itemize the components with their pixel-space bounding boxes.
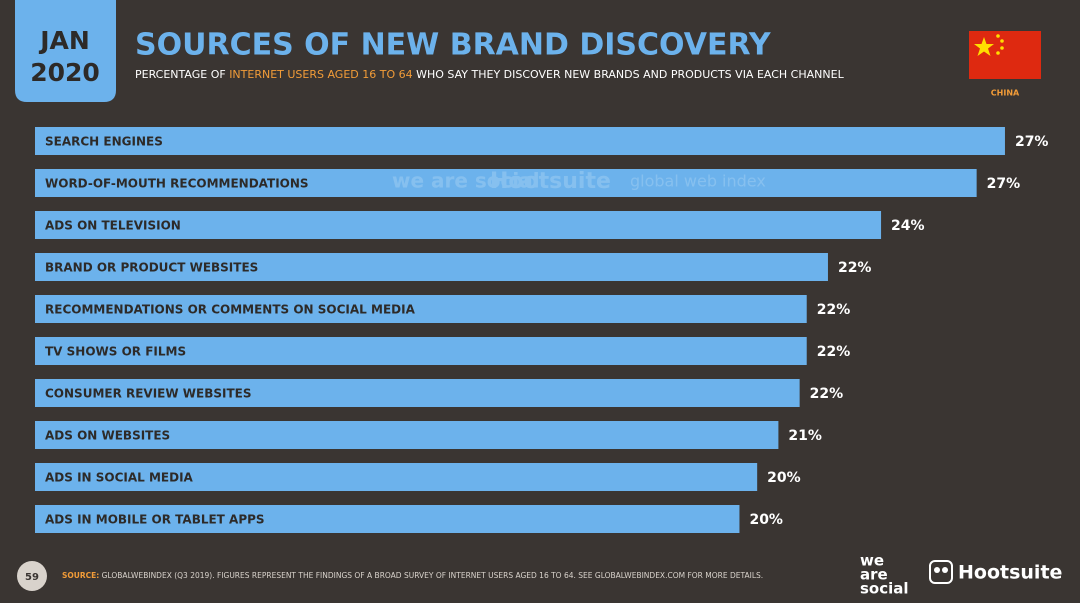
logo-icon xyxy=(929,560,953,584)
category-label: ADS ON WEBSITES xyxy=(45,429,170,443)
value-label: 21% xyxy=(788,428,822,444)
bars: SEARCH ENGINES 27% WORD-OF-MOUTH RECOMMEND… xyxy=(35,127,1048,533)
flag-star xyxy=(996,51,1000,55)
logo-icon xyxy=(934,567,940,573)
category-label: TV SHOWS OR FILMS xyxy=(45,345,186,359)
value-label: 27% xyxy=(987,176,1021,192)
chart-title: SOURCES OF NEW BRAND DISCOVERY xyxy=(135,28,772,63)
bar xyxy=(35,379,800,407)
page-number: 59 xyxy=(25,572,39,583)
flag-star xyxy=(996,34,1000,38)
category-label: ADS IN SOCIAL MEDIA xyxy=(45,471,194,485)
subtitle-text: PERCENTAGE OF xyxy=(135,68,229,81)
badge-month: JAN xyxy=(38,26,90,55)
bar xyxy=(35,421,779,449)
source-text: GLOBALWEBINDEX (Q3 2019). FIGURES REPRES… xyxy=(99,571,763,580)
bar xyxy=(35,169,977,197)
subtitle-highlight: INTERNET USERS AGED 16 TO 64 xyxy=(229,68,412,81)
logo-text: we xyxy=(860,552,884,570)
flag-field xyxy=(969,31,1041,79)
logo-hootsuite: Hootsuite xyxy=(929,560,1062,584)
bar xyxy=(35,337,807,365)
bar xyxy=(35,505,740,533)
bar xyxy=(35,295,807,323)
chart-subtitle: PERCENTAGE OF INTERNET USERS AGED 16 TO … xyxy=(135,68,845,81)
logo-icon xyxy=(942,567,948,573)
value-label: 22% xyxy=(810,386,844,402)
bar xyxy=(35,463,758,491)
flag xyxy=(969,31,1041,79)
flag-star xyxy=(974,37,994,56)
value-label: 22% xyxy=(817,344,851,360)
flag-star xyxy=(1000,46,1004,50)
category-label: BRAND OR PRODUCT WEBSITES xyxy=(45,261,258,275)
category-label: ADS ON TELEVISION xyxy=(45,219,181,233)
page-badge xyxy=(17,561,47,591)
value-label: 27% xyxy=(1015,134,1049,150)
logo-text: are xyxy=(860,566,888,584)
category-label: RECOMMENDATIONS OR COMMENTS ON SOCIAL ME… xyxy=(45,303,416,317)
watermarks: we are social Hootsuite global web index xyxy=(392,169,766,195)
bar xyxy=(35,253,828,281)
logo-text: social xyxy=(860,580,909,598)
subtitle-text: WHO SAY THEY DISCOVER NEW BRANDS AND PRO… xyxy=(413,68,845,81)
category-label: WORD-OF-MOUTH RECOMMENDATIONS xyxy=(45,177,309,191)
watermark: global web index xyxy=(630,172,766,191)
bar xyxy=(35,127,1005,155)
value-label: 20% xyxy=(767,470,801,486)
category-label: CONSUMER REVIEW WEBSITES xyxy=(45,387,252,401)
date-badge xyxy=(15,0,116,102)
watermark: we are social xyxy=(392,169,540,193)
flag-star xyxy=(1000,39,1004,43)
category-label: SEARCH ENGINES xyxy=(45,135,163,149)
logo-we-are-social: we are social xyxy=(860,552,909,598)
watermark: Hootsuite xyxy=(490,169,611,194)
value-label: 24% xyxy=(891,218,925,234)
country-label: CHINA xyxy=(991,89,1020,98)
source-note: SOURCE: GLOBALWEBINDEX (Q3 2019). FIGURE… xyxy=(62,571,763,580)
bar xyxy=(35,211,882,239)
badge-year: 2020 xyxy=(30,58,100,87)
category-label: ADS IN MOBILE OR TABLET APPS xyxy=(45,513,265,527)
value-label: 22% xyxy=(838,260,872,276)
logo-text: Hootsuite xyxy=(958,562,1062,584)
value-label: 20% xyxy=(749,512,783,528)
source-label: SOURCE: xyxy=(62,571,99,580)
value-label: 22% xyxy=(817,302,851,318)
